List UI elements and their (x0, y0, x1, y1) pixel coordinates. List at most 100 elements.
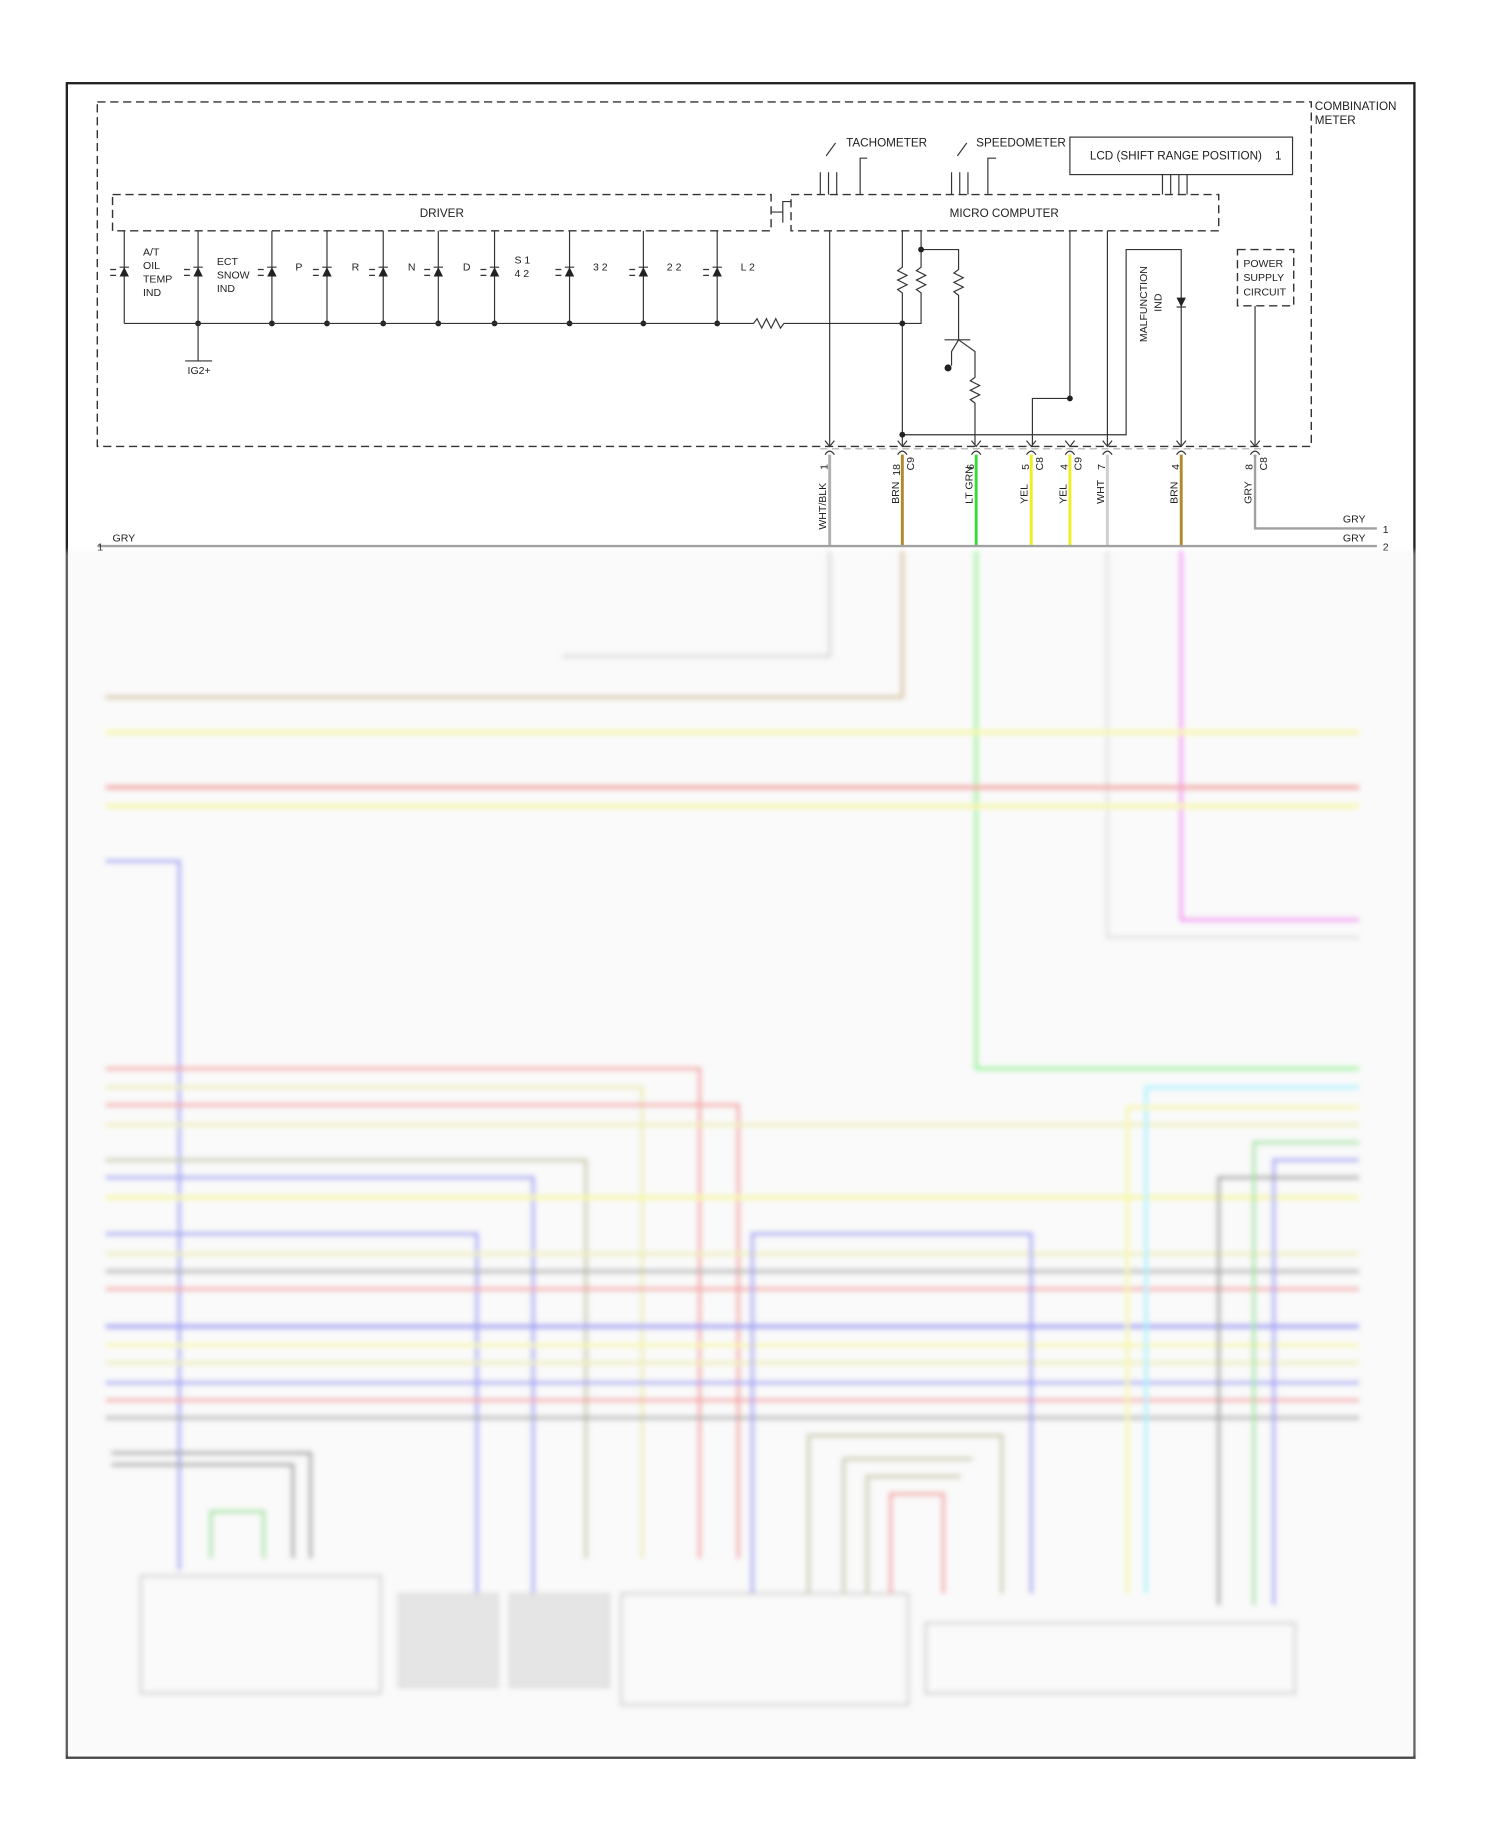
connector-id: C8 (1034, 457, 1046, 471)
wire-color-label: YEL (1019, 484, 1031, 504)
driver-link (771, 200, 792, 223)
indicator-led: D (424, 230, 471, 327)
indicator-label: 4 2 (514, 268, 529, 280)
led-icon (433, 267, 443, 277)
indicator-label: SNOW (217, 269, 250, 281)
gry-wire-branch (1253, 457, 1377, 530)
combination-meter-label-2: METER (1315, 114, 1356, 127)
driver-label: DRIVER (420, 207, 464, 220)
power-supply-label: POWER (1243, 258, 1283, 270)
ig2-ground (185, 323, 213, 362)
indicator-label: L 2 (741, 262, 755, 274)
indicator-label: A/T (143, 246, 160, 258)
connector-id: C9 (905, 457, 917, 471)
wire-color-label: BRN (890, 482, 902, 504)
wire-color-label: WHT (1095, 479, 1107, 504)
pin-number: 4 (1170, 464, 1182, 470)
pin-number: 4 (1059, 464, 1071, 470)
led-icon (193, 267, 203, 277)
power-supply-label-3: CIRCUIT (1243, 286, 1286, 298)
blurred-lower-diagram (64, 550, 1418, 1758)
connector-pin: 1 WHT/BLK (817, 440, 835, 547)
wire-color-label: GRY (1243, 481, 1255, 504)
led-icon (322, 267, 332, 277)
indicator-label: R (352, 262, 360, 274)
pin-number: 1 (818, 464, 830, 470)
malfunction-label-2: IND (1152, 293, 1164, 312)
indicator-label: ECT (217, 256, 239, 268)
speedometer-label: SPEEDOMETER (976, 136, 1066, 149)
indicator-label: P (295, 262, 302, 274)
connector-pin: 6LT GRN (964, 440, 982, 547)
connector-pin: 4 BRN (1169, 440, 1187, 547)
combination-meter-label: COMBINATION (1315, 100, 1397, 113)
lcd-box (1069, 136, 1294, 176)
indicator-led: S 14 2 (480, 230, 530, 327)
indicator-label: OIL (143, 260, 160, 272)
indicator-bus (124, 317, 903, 330)
led-icon (712, 267, 722, 277)
gry-right-num: 2 (1383, 542, 1389, 554)
led-icon (489, 267, 500, 277)
indicator-led: N (369, 230, 416, 327)
connector-id: C9 (1073, 457, 1085, 471)
power-supply-label-2: SUPPLY (1243, 272, 1284, 284)
indicator-led: 2 2 (629, 230, 682, 327)
tachometer-label: TACHOMETER (846, 136, 927, 149)
tachometer-gauge: TACHOMETER (819, 136, 927, 195)
wire-color-label: WHT/BLK (817, 483, 829, 530)
connector-pin: 7 WHT (1095, 440, 1113, 547)
pin-number: 8 (1244, 464, 1256, 470)
led-icon (638, 267, 649, 277)
indicator-label: 2 2 (667, 262, 682, 274)
gry-right-label-2: GRY (1343, 514, 1366, 526)
malfunction-label: MALFUNCTION (1138, 266, 1150, 342)
speedometer-gauge: SPEEDOMETER (950, 136, 1066, 195)
connector-pin: 4 C9 YEL (1057, 440, 1085, 547)
led-icon (119, 267, 129, 277)
indicator-label: IND (143, 287, 162, 299)
lcd-label: LCD (SHIFT RANGE POSITION) (1090, 149, 1262, 162)
micro-outputs (829, 230, 1186, 446)
lcd-number: 1 (1275, 149, 1282, 162)
led-icon (378, 267, 388, 277)
pin-number: 5 (1020, 464, 1032, 470)
combination-meter-box (96, 101, 1312, 448)
led-icon (267, 267, 277, 277)
indicator-label: S 1 (514, 255, 530, 267)
led-icon (564, 267, 575, 277)
gry-left-num: 1 (97, 542, 103, 554)
wire-color-label: BRN (1169, 482, 1181, 504)
gry-right-num-2: 1 (1383, 524, 1389, 536)
indicator-led: L 2 (703, 230, 755, 327)
indicator-led: P (257, 230, 302, 327)
pin-number: 7 (1096, 464, 1108, 470)
pin-number: 18 (891, 464, 903, 476)
micro-computer-box (790, 193, 1220, 232)
gry-right-label: GRY (1343, 532, 1366, 544)
gry-left-label: GRY (113, 532, 136, 544)
indicator-led: R (312, 230, 360, 327)
ig2-label: IG2+ (188, 365, 211, 377)
indicator-label: 3 2 (593, 262, 608, 274)
connector-pin: 5 C8 YEL (1019, 440, 1046, 547)
connector-id: C8 (1258, 457, 1270, 471)
micro-computer-label: MICRO COMPUTER (950, 207, 1059, 220)
lcd-pins (1161, 174, 1188, 195)
power-supply-box (1236, 248, 1295, 307)
indicator-label: N (408, 262, 416, 274)
indicator-label: IND (217, 283, 236, 295)
pin-number: 6 (965, 464, 977, 470)
indicator-led: 3 2 (555, 230, 608, 327)
indicator-label: D (463, 262, 471, 274)
wire-color-label: YEL (1057, 484, 1069, 504)
indicator-label: TEMP (143, 273, 172, 285)
